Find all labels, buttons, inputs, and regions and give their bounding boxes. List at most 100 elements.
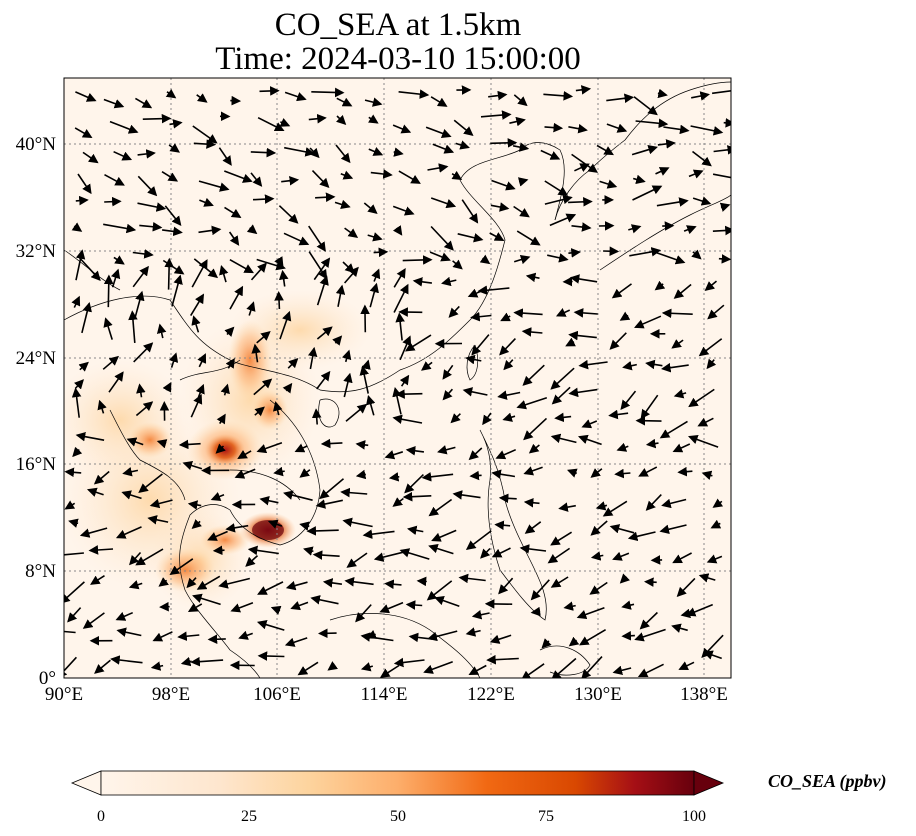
wind-arrow [278,205,299,224]
wind-arrow [692,150,712,167]
wind-arrow [550,367,575,390]
wind-arrow [565,337,576,347]
wind-arrow [516,396,548,410]
wind-arrow [284,91,307,102]
wind-arrow [224,206,242,219]
wind-arrow [402,491,432,502]
wind-arrow [407,525,424,536]
wind-arrow [207,634,226,645]
wind-arrow [471,609,490,620]
wind-arrow [723,118,731,128]
wind-arrow [379,664,400,678]
wind-arrow [568,248,581,258]
wind-arrow [490,138,518,148]
wind-arrow [635,415,662,426]
wind-arrow [480,547,491,559]
lon-tick-label: 98°E [152,684,190,705]
wind-arrow [370,169,393,179]
wind-arrow [431,529,457,542]
wind-arrow [311,87,345,98]
wind-arrow [102,355,120,370]
wind-arrow [103,223,137,234]
wind-arrow [238,630,253,640]
wind-arrow [500,312,511,322]
wind-arrow [416,576,427,587]
lon-tick-label: 122°E [467,684,515,705]
wind-arrow [137,149,156,159]
wind-arrow [541,638,552,649]
wind-arrow [614,468,631,479]
colorbar: 0 25 50 75 100 [70,770,725,825]
wind-arrow [575,85,592,95]
wind-arrow [632,174,646,185]
wind-arrow [488,90,508,101]
wind-arrow [644,577,657,587]
wind-arrow [688,388,715,408]
wind-arrow [671,623,688,633]
wind-arrow [590,468,603,478]
wind-arrow [634,628,666,642]
wind-arrow [355,469,367,480]
wind-arrow [520,663,545,678]
wind-arrow [128,310,138,343]
wind-arrow [661,308,693,319]
wind-arrow [656,251,686,265]
wind-arrow [393,283,409,313]
wind-arrow [316,275,329,306]
wind-arrow [220,383,230,396]
wind-arrow [393,657,425,668]
wind-arrow [128,580,143,590]
wind-arrow [64,467,82,478]
wind-arrow [136,383,146,398]
wind-arrow [307,346,318,370]
wind-arrow [462,387,488,397]
wind-arrow [671,339,684,349]
wind-arrow [568,197,593,207]
wind-arrow [78,361,89,372]
wind-arrow [713,145,731,155]
wind-arrow [257,581,284,595]
wind-arrow [197,353,207,368]
lon-tick-label: 130°E [574,684,622,705]
wind-arrow [279,310,292,340]
wind-arrow [427,163,449,173]
lon-tick-label: 138°E [680,684,728,705]
wind-arrow [178,439,201,450]
wind-arrow [656,197,689,207]
wind-arrow [392,205,415,216]
wind-arrow [182,460,203,471]
wind-arrow [363,202,378,215]
wind-arrow [718,254,731,264]
wind-arrow [550,433,577,444]
wind-arrow [218,577,250,589]
wind-arrow [360,632,394,642]
wind-arrow [678,661,695,671]
wind-arrow [75,91,97,102]
wind-arrow [343,372,353,398]
wind-arrow [180,656,192,667]
wind-arrow [64,581,85,604]
wind-arrow [430,225,454,251]
wind-arrow [512,142,530,152]
wind-arrow [218,147,232,166]
wind-arrow [250,172,263,187]
wind-arrow [281,175,300,186]
wind-arrow [404,474,424,494]
wind-arrow [393,147,404,157]
wind-arrow [489,634,512,644]
wind-arrow [659,420,688,439]
wind-arrow [192,593,221,606]
co-high-region [205,434,245,466]
wind-arrow [392,497,404,507]
wind-arrow [502,412,516,422]
wind-arrow [340,170,354,180]
wind-arrow [257,651,285,661]
wind-arrow [495,448,517,460]
wind-arrow [427,630,458,642]
wind-arrow [186,577,197,589]
wind-arrow [480,110,512,120]
wind-arrow [287,357,299,369]
wind-arrow [246,301,256,316]
wind-arrow [169,558,194,576]
wind-arrow [399,548,430,560]
